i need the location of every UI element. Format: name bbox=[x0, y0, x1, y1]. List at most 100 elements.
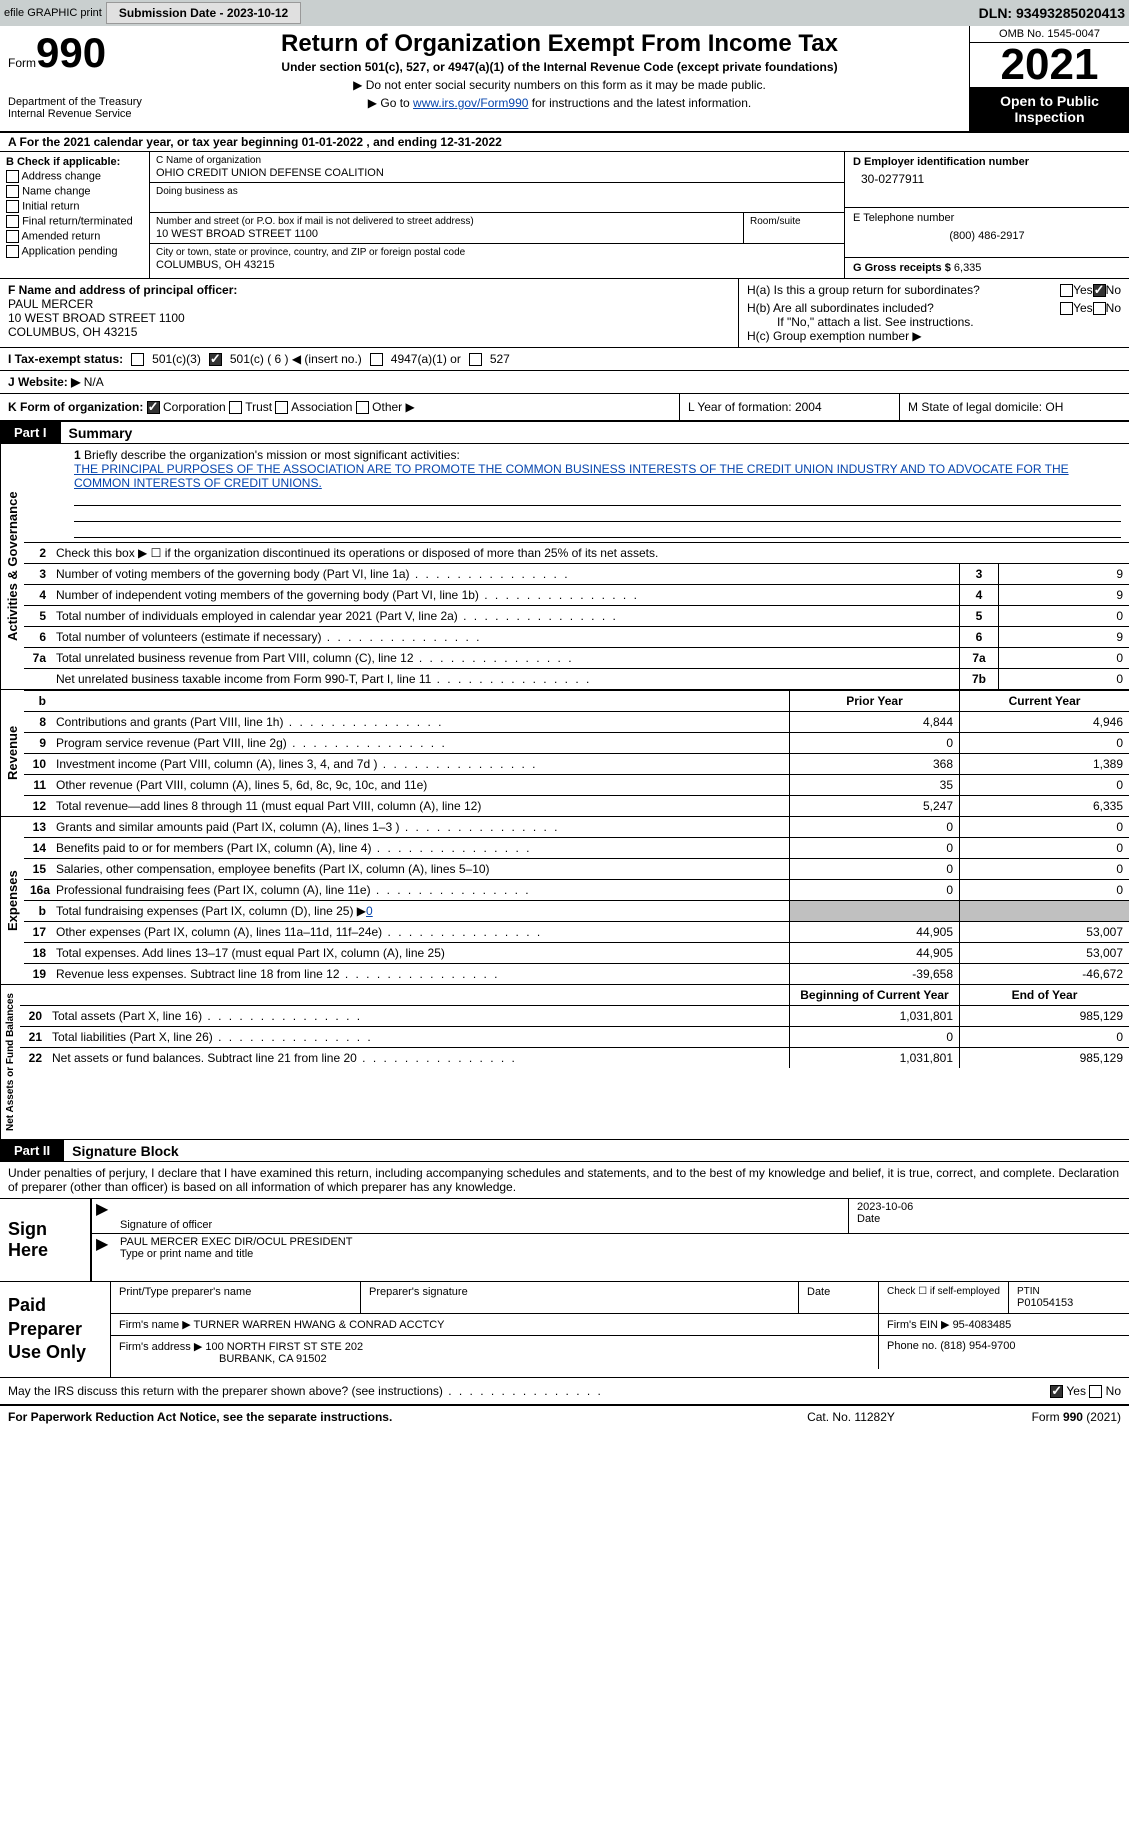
arrow-icon: ▶ bbox=[92, 1199, 112, 1233]
l12: Total revenue—add lines 8 through 11 (mu… bbox=[52, 796, 789, 816]
officer-name: PAUL MERCER EXEC DIR/OCUL PRESIDENT bbox=[120, 1236, 1121, 1248]
type-label: Type or print name and title bbox=[120, 1248, 1121, 1260]
v7a: 0 bbox=[999, 648, 1129, 668]
paid-preparer-block: Paid Preparer Use Only Print/Type prepar… bbox=[0, 1282, 1129, 1377]
vert-netassets: Net Assets or Fund Balances bbox=[0, 985, 20, 1139]
col-c: C Name of organization OHIO CREDIT UNION… bbox=[150, 152, 844, 278]
gross-receipts: 6,335 bbox=[954, 262, 982, 274]
cb-4947[interactable] bbox=[370, 353, 383, 366]
phone-label: E Telephone number bbox=[853, 212, 1121, 224]
cb-527[interactable] bbox=[469, 353, 482, 366]
cy10: 1,389 bbox=[959, 754, 1129, 774]
ha-label: H(a) Is this a group return for subordin… bbox=[747, 283, 1060, 297]
cb-amended-label: Amended return bbox=[21, 230, 100, 242]
discuss-yes[interactable] bbox=[1050, 1385, 1063, 1398]
f-addr2: COLUMBUS, OH 43215 bbox=[8, 325, 137, 339]
py-hdr: Prior Year bbox=[789, 691, 959, 711]
open-inspection: Open to Public Inspection bbox=[970, 87, 1129, 131]
l7b: Net unrelated business taxable income fr… bbox=[52, 669, 959, 689]
l8: Contributions and grants (Part VIII, lin… bbox=[52, 712, 789, 732]
ha-no[interactable] bbox=[1093, 284, 1106, 297]
ha-yes[interactable] bbox=[1060, 284, 1073, 297]
l3: Number of voting members of the governin… bbox=[52, 564, 959, 584]
l4: Number of independent voting members of … bbox=[52, 585, 959, 605]
hb-no[interactable] bbox=[1093, 302, 1106, 315]
irs-link[interactable]: www.irs.gov/Form990 bbox=[413, 96, 528, 110]
sig-date-label: Date bbox=[857, 1213, 1121, 1225]
e22: 985,129 bbox=[959, 1048, 1129, 1068]
cb-initial-label: Initial return bbox=[22, 200, 79, 212]
j-label: J Website: ▶ bbox=[8, 375, 80, 389]
cy-hdr: Current Year bbox=[959, 691, 1129, 711]
lbl-assoc: Association bbox=[291, 400, 352, 414]
l13: Grants and similar amounts paid (Part IX… bbox=[52, 817, 789, 837]
l2: Check this box ▶ ☐ if the organization d… bbox=[52, 543, 1129, 563]
py15: 0 bbox=[789, 859, 959, 879]
city: COLUMBUS, OH 43215 bbox=[156, 259, 838, 271]
cb-final[interactable]: Final return/terminated bbox=[6, 215, 143, 228]
paid-label: Paid Preparer Use Only bbox=[0, 1282, 110, 1376]
lbl-other: Other ▶ bbox=[372, 400, 415, 414]
l19: Revenue less expenses. Subtract line 18 … bbox=[52, 964, 789, 984]
l20: Total assets (Part X, line 16) bbox=[48, 1006, 789, 1026]
l16a: Professional fundraising fees (Part IX, … bbox=[52, 880, 789, 900]
l9: Program service revenue (Part VIII, line… bbox=[52, 733, 789, 753]
cb-501c[interactable] bbox=[209, 353, 222, 366]
print-label: Print/Type preparer's name bbox=[111, 1282, 361, 1313]
col-d: D Employer identification number 30-0277… bbox=[844, 152, 1129, 278]
note-link: ▶ Go to www.irs.gov/Form990 for instruct… bbox=[154, 96, 965, 110]
cb-app[interactable]: Application pending bbox=[6, 245, 143, 258]
v4: 9 bbox=[999, 585, 1129, 605]
cb-trust[interactable] bbox=[229, 401, 242, 414]
discuss-no[interactable] bbox=[1089, 1385, 1102, 1398]
col-b: B Check if applicable: Address change Na… bbox=[0, 152, 150, 278]
lbl-trust: Trust bbox=[245, 400, 272, 414]
cb-501c3[interactable] bbox=[131, 353, 144, 366]
py18: 44,905 bbox=[789, 943, 959, 963]
lbl-527: 527 bbox=[490, 352, 510, 366]
hc-label: H(c) Group exemption number ▶ bbox=[747, 329, 1121, 343]
part2-badge: Part II bbox=[0, 1140, 64, 1161]
prep-date-label: Date bbox=[799, 1282, 879, 1313]
lbl-corp: Corporation bbox=[163, 400, 226, 414]
l21: Total liabilities (Part X, line 26) bbox=[48, 1027, 789, 1047]
cb-addr-label: Address change bbox=[21, 170, 101, 182]
mission-blank bbox=[74, 522, 1121, 538]
firm-ein-label: Firm's EIN ▶ bbox=[887, 1319, 950, 1331]
revenue-section: Revenue bPrior YearCurrent Year 8Contrib… bbox=[0, 690, 1129, 817]
cb-name[interactable]: Name change bbox=[6, 185, 143, 198]
py8: 4,844 bbox=[789, 712, 959, 732]
sign-here-label: Sign Here bbox=[0, 1199, 90, 1281]
cb-amended[interactable]: Amended return bbox=[6, 230, 143, 243]
lbl-4947: 4947(a)(1) or bbox=[391, 352, 461, 366]
cb-assoc[interactable] bbox=[275, 401, 288, 414]
cb-other[interactable] bbox=[356, 401, 369, 414]
cb-corp[interactable] bbox=[147, 401, 160, 414]
l11: Other revenue (Part VIII, column (A), li… bbox=[52, 775, 789, 795]
dba-label: Doing business as bbox=[156, 186, 838, 197]
cy11: 0 bbox=[959, 775, 1129, 795]
v6: 9 bbox=[999, 627, 1129, 647]
b20: 1,031,801 bbox=[789, 1006, 959, 1026]
submission-button[interactable]: Submission Date - 2023-10-12 bbox=[106, 2, 301, 24]
ptin: P01054153 bbox=[1017, 1297, 1121, 1309]
activities-section: Activities & Governance 1 Briefly descri… bbox=[0, 444, 1129, 690]
b22: 1,031,801 bbox=[789, 1048, 959, 1068]
f-label: F Name and address of principal officer: bbox=[8, 283, 237, 297]
dln: DLN: 93493285020413 bbox=[979, 5, 1125, 21]
phone: (800) 486-2917 bbox=[853, 224, 1121, 242]
mission-blank bbox=[74, 490, 1121, 506]
vert-expenses: Expenses bbox=[0, 817, 24, 984]
part1-header: Part I Summary bbox=[0, 422, 1129, 444]
cy19: -46,672 bbox=[959, 964, 1129, 984]
firm-addr1: 100 NORTH FIRST ST STE 202 bbox=[205, 1341, 363, 1353]
b21: 0 bbox=[789, 1027, 959, 1047]
cb-initial[interactable]: Initial return bbox=[6, 200, 143, 213]
hb-yes[interactable] bbox=[1060, 302, 1073, 315]
cy12: 6,335 bbox=[959, 796, 1129, 816]
py19: -39,658 bbox=[789, 964, 959, 984]
tax-year: 2021 bbox=[970, 43, 1129, 87]
expenses-section: Expenses 13Grants and similar amounts pa… bbox=[0, 817, 1129, 985]
v7b: 0 bbox=[999, 669, 1129, 689]
cb-address[interactable]: Address change bbox=[6, 170, 143, 183]
